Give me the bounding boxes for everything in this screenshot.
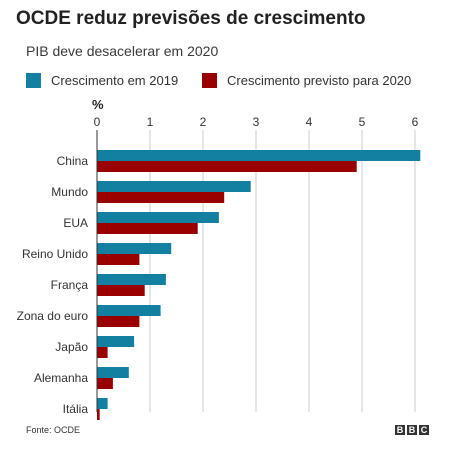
legend-label-2019: Crescimento em 2019 [51, 72, 179, 88]
source-note: Fonte: OCDE [26, 425, 81, 435]
x-tick-label: 3 [253, 115, 260, 129]
bar-2020 [97, 285, 145, 296]
x-tick-label: 5 [359, 115, 366, 129]
category-label: Mundo [51, 185, 88, 199]
bar-2019 [97, 181, 251, 192]
chart-subtitle: PIB deve desacelerar em 2020 [26, 43, 219, 59]
x-tick-label: 2 [200, 115, 207, 129]
bar-2019 [97, 305, 161, 316]
category-label: EUA [63, 216, 88, 230]
bar-2019 [97, 367, 129, 378]
bar-2020 [97, 223, 198, 234]
category-label: Japão [55, 340, 88, 354]
bar-2020 [97, 378, 113, 389]
x-tick-label: 4 [306, 115, 313, 129]
legend-swatch-2019 [26, 72, 41, 88]
x-tick-label: 6 [412, 115, 419, 129]
bar-2019 [97, 212, 219, 223]
category-label: Alemanha [34, 371, 88, 385]
category-label: Reino Unido [22, 247, 88, 261]
x-tick-label: 1 [147, 115, 154, 129]
legend-item-2019: Crescimento em 2019 [26, 72, 178, 88]
bar-2020 [97, 254, 140, 265]
bbc-logo-letter: B [407, 425, 417, 435]
bbc-logo-letter: B [395, 425, 405, 435]
bar-2019 [97, 398, 108, 409]
bar-2020 [97, 347, 108, 358]
bar-2020 [97, 316, 140, 327]
legend-label-2020: Crescimento previsto para 2020 [227, 72, 412, 88]
category-label: Zona do euro [17, 309, 89, 323]
bar-2020 [97, 409, 100, 420]
bar-2020 [97, 192, 225, 203]
bar-2020 [97, 161, 357, 172]
category-label: França [51, 278, 89, 292]
category-label: Itália [63, 402, 89, 416]
axis-unit-label: % [92, 97, 104, 112]
bar-2019 [97, 243, 172, 254]
bbc-logo-letter: C [419, 425, 429, 435]
bar-2019 [97, 336, 135, 347]
chart-title: OCDE reduz previsões de crescimento [16, 8, 366, 29]
category-label: China [57, 154, 89, 168]
bar-2019 [97, 150, 421, 161]
legend-item-2020: Crescimento previsto para 2020 [202, 72, 411, 88]
bbc-logo: B B C [395, 425, 429, 435]
legend-swatch-2020 [202, 72, 217, 88]
bar-2019 [97, 274, 166, 285]
x-tick-label: 0 [94, 115, 101, 129]
